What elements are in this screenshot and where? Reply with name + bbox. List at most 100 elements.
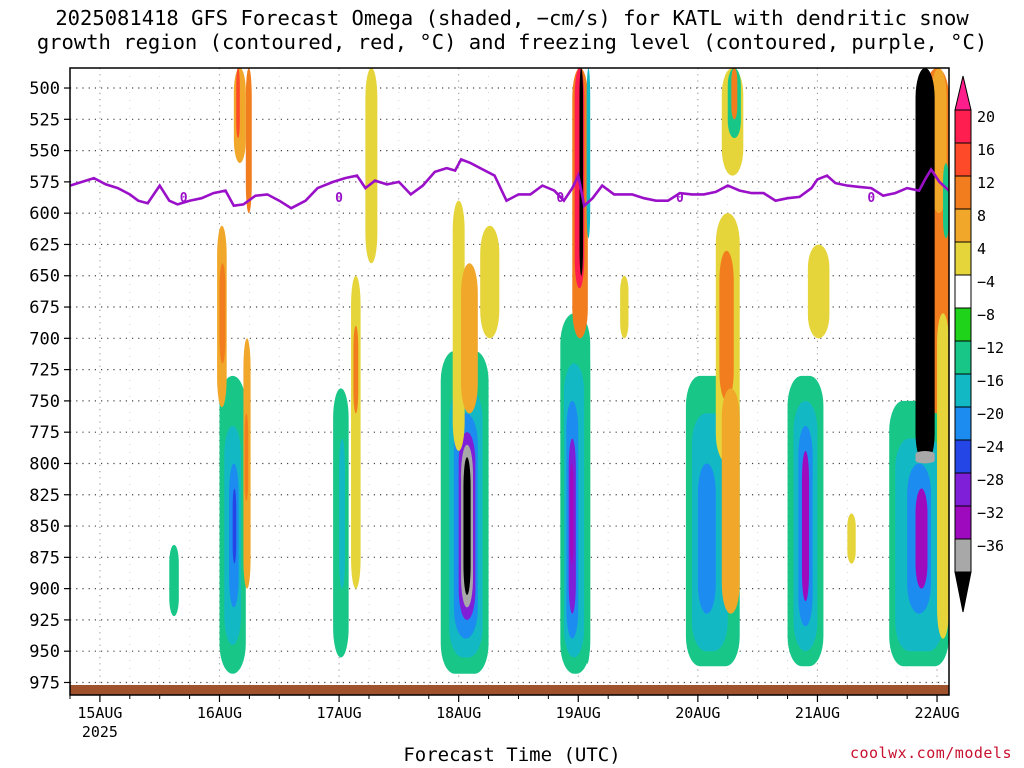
y-tick-label-5: 625 bbox=[29, 235, 60, 255]
y-tick-label-19: 975 bbox=[29, 673, 60, 693]
colorbar-label-2: 12 bbox=[977, 174, 995, 192]
colorbar-top-arrow bbox=[954, 75, 972, 111]
omega-region-35 bbox=[586, 68, 591, 239]
colorbar-segment-3 bbox=[954, 208, 972, 243]
omega-region-50 bbox=[807, 244, 830, 339]
omega-region-36 bbox=[620, 275, 629, 339]
x-tick-label-4: 19AUG bbox=[556, 704, 601, 722]
y-tick-label-16: 900 bbox=[29, 580, 60, 600]
x-tick-label-0: 15AUG bbox=[77, 704, 122, 722]
omega-region-24 bbox=[461, 263, 478, 414]
y-tick-label-12: 800 bbox=[29, 454, 60, 474]
chart-title: 2025081418 GFS Forecast Omega (shaded, −… bbox=[0, 6, 1024, 54]
y-tick-label-7: 675 bbox=[29, 298, 60, 318]
colorbar: 20 16 12 8 4 −4 −8 −12 −16 −20 −24 −28 −32 −36 bbox=[954, 75, 1004, 613]
y-tick-label-18: 950 bbox=[29, 642, 60, 662]
colorbar-segment-12 bbox=[954, 505, 972, 540]
title-line-1: 2025081418 GFS Forecast Omega (shaded, −… bbox=[55, 6, 969, 30]
time-axis: 15AUG 16AUG 17AUG 18AUG 19AUG 20AUG 21AUG 22AUG… bbox=[69, 695, 960, 741]
colorbar-segment-1 bbox=[954, 142, 972, 177]
omega-region-51 bbox=[847, 513, 856, 564]
y-tick-label-8: 700 bbox=[29, 329, 60, 349]
omega-region-15 bbox=[353, 325, 359, 414]
colorbar-label-8: −16 bbox=[977, 372, 1004, 390]
omega-region-34 bbox=[584, 338, 591, 664]
plot-frame bbox=[69, 67, 950, 696]
y-tick-label-14: 850 bbox=[29, 517, 60, 537]
omega-region-60 bbox=[915, 68, 935, 464]
colorbar-label-11: −28 bbox=[977, 471, 1004, 489]
y-tick-label-10: 750 bbox=[29, 392, 60, 412]
colorbar-label-6: −8 bbox=[977, 306, 995, 324]
omega-region-0 bbox=[169, 544, 179, 617]
omega-region-8 bbox=[236, 68, 240, 139]
colorbar-label-10: −24 bbox=[977, 438, 1004, 456]
omega-region-58 bbox=[937, 313, 949, 639]
omega-region-59 bbox=[943, 163, 949, 239]
omega-region-16 bbox=[365, 68, 378, 264]
pressure-axis: 500 525 550 575 600 625 650 675 700 725 750 775 800 8… bbox=[29, 79, 70, 693]
y-tick-label-6: 650 bbox=[29, 267, 60, 287]
freezing-level-label-4: 0 bbox=[867, 191, 875, 206]
colorbar-segment-13 bbox=[954, 538, 972, 573]
freezing-level-contour: 0 0 0 0 0 bbox=[70, 157, 949, 210]
freezing-level-line bbox=[70, 157, 949, 210]
freezing-level-label-0: 0 bbox=[180, 191, 188, 206]
colorbar-label-9: −20 bbox=[977, 405, 1004, 423]
colorbar-segment-8 bbox=[954, 373, 972, 408]
y-tick-label-11: 775 bbox=[29, 423, 60, 443]
colorbar-segment-4 bbox=[954, 241, 972, 276]
site-credit: coolwx.com/models bbox=[849, 744, 1012, 762]
y-tick-label-2: 550 bbox=[29, 142, 60, 162]
x-tick-label-3: 18AUG bbox=[436, 704, 481, 722]
y-tick-label-13: 825 bbox=[29, 486, 60, 506]
colorbar-bottom-arrow bbox=[954, 571, 972, 613]
colorbar-segment-2 bbox=[954, 175, 972, 210]
colorbar-label-0: 20 bbox=[977, 108, 995, 126]
y-tick-label-3: 575 bbox=[29, 173, 60, 193]
colorbar-label-5: −4 bbox=[977, 273, 995, 291]
freezing-level-label-2: 0 bbox=[556, 191, 564, 206]
y-tick-label-0: 500 bbox=[29, 79, 60, 99]
omega-region-42 bbox=[721, 388, 740, 614]
omega-region-55 bbox=[915, 488, 928, 589]
omega-region-45 bbox=[731, 68, 738, 120]
omega-region-61 bbox=[915, 450, 935, 464]
colorbar-label-13: −36 bbox=[977, 537, 1004, 555]
x-tick-label-6: 21AUG bbox=[795, 704, 840, 722]
y-tick-label-1: 525 bbox=[29, 110, 60, 130]
x-axis-title: Forecast Time (UTC) bbox=[403, 744, 621, 766]
omega-region-6 bbox=[219, 263, 226, 364]
omega-shading bbox=[169, 68, 949, 674]
omega-region-22 bbox=[463, 457, 471, 595]
freezing-level-label-3: 0 bbox=[676, 191, 684, 206]
omega-region-4 bbox=[232, 488, 237, 564]
colorbar-segment-9 bbox=[954, 406, 972, 441]
colorbar-segment-7 bbox=[954, 340, 972, 375]
colorbar-label-7: −12 bbox=[977, 339, 1004, 357]
omega-region-10 bbox=[244, 413, 249, 502]
omega-region-11 bbox=[245, 68, 252, 214]
colorbar-label-12: −32 bbox=[977, 504, 1004, 522]
x-tick-label-7: 22AUG bbox=[914, 704, 959, 722]
colorbar-segment-5 bbox=[954, 274, 972, 309]
y-tick-label-9: 725 bbox=[29, 361, 60, 381]
omega-region-13 bbox=[339, 438, 346, 589]
title-line-2: growth region (contoured, red, °C) and f… bbox=[36, 30, 988, 54]
omega-region-49 bbox=[801, 450, 810, 602]
terrain-strip bbox=[70, 685, 949, 695]
omega-region-33 bbox=[579, 68, 584, 276]
x-tick-label-2: 17AUG bbox=[317, 704, 362, 722]
y-tick-label-17: 925 bbox=[29, 611, 60, 631]
x-tick-label-1: 16AUG bbox=[197, 704, 242, 722]
omega-region-39 bbox=[697, 463, 716, 614]
x-year-label: 2025 bbox=[82, 723, 118, 741]
colorbar-segment-6 bbox=[954, 307, 972, 342]
y-tick-label-4: 600 bbox=[29, 204, 60, 224]
omega-region-41 bbox=[719, 250, 734, 401]
colorbar-label-3: 8 bbox=[977, 207, 986, 225]
colorbar-segment-11 bbox=[954, 472, 972, 507]
omega-region-30 bbox=[569, 463, 574, 564]
omega-region-14 bbox=[351, 275, 361, 589]
